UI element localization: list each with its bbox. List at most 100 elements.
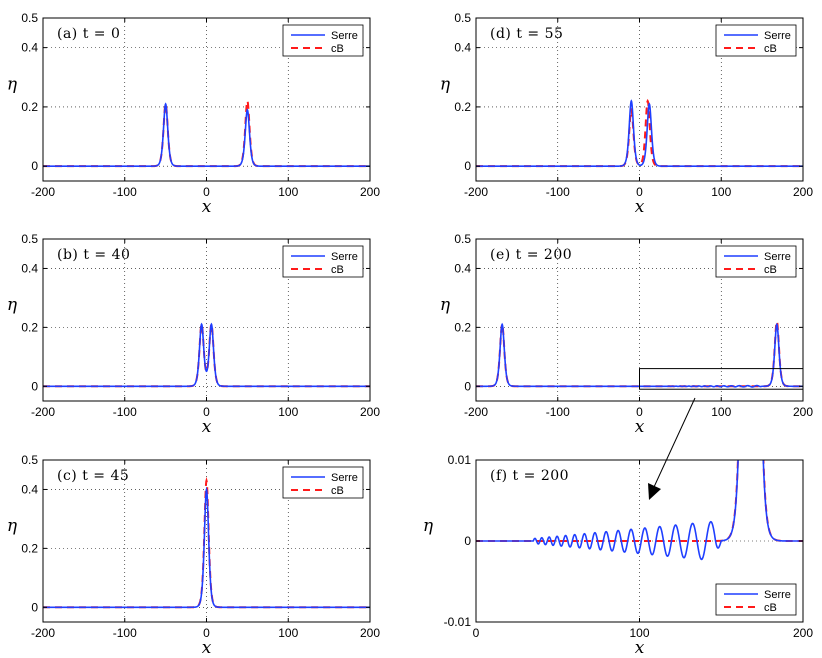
x-tick-label: -100 — [113, 626, 137, 640]
legend-box — [282, 24, 364, 57]
y-axis-label: η — [440, 295, 451, 315]
y-axis-label: η — [7, 75, 18, 95]
panel-title: (a) t = 0 — [57, 26, 120, 42]
y-tick-label: 0.5 — [454, 232, 471, 246]
series-serre-line — [43, 486, 370, 609]
legend-label-serre: Serre — [764, 251, 791, 263]
x-axis-label: x — [635, 197, 645, 217]
x-tick-label: 0 — [636, 405, 643, 419]
legend-box — [282, 466, 364, 499]
x-tick-label: -100 — [113, 405, 137, 419]
series-serre-line — [476, 460, 803, 561]
x-tick-label: 200 — [360, 626, 380, 640]
x-tick-label: 100 — [278, 405, 298, 419]
x-tick-label: 200 — [360, 185, 380, 199]
x-tick-label: 0 — [473, 626, 480, 640]
x-tick-label: 100 — [278, 626, 298, 640]
y-tick-label: 0 — [31, 379, 38, 393]
x-tick-label: -200 — [464, 405, 488, 419]
y-tick-label: -0.01 — [444, 615, 472, 629]
legend-label-serre: Serre — [331, 251, 358, 263]
legend-box — [715, 245, 797, 278]
x-tick-label: -200 — [31, 405, 55, 419]
x-tick-label: 100 — [629, 626, 649, 640]
x-tick-label: -200 — [31, 185, 55, 199]
y-tick-label: 0 — [464, 159, 471, 173]
x-tick-label: -100 — [546, 405, 570, 419]
panel-title: (c) t = 45 — [57, 468, 129, 484]
x-tick-label: 0 — [203, 185, 210, 199]
y-tick-label: 0.4 — [454, 261, 471, 275]
legend-label-serre: Serre — [331, 30, 358, 42]
panel-a: -200 -100 0 100 200 0 0.2 0.4 0.5 x η (a) t = 0 Serr… — [7, 11, 380, 217]
x-axis-label: x — [202, 417, 212, 437]
legend-label-cb: cB — [331, 264, 344, 276]
legend-label-serre: Serre — [331, 472, 358, 484]
y-tick-label: 0.2 — [21, 541, 38, 555]
panel-b: -200 -100 0 100 200 0 0.2 0.4 0.5 x η (b) t = 40 Ser… — [7, 232, 380, 437]
y-tick-label: 0.01 — [448, 453, 472, 467]
series-serre-line — [43, 322, 370, 388]
panel-d: -200 -100 0 100 200 0 0.2 0.4 0.5 x η (d) t = 55 Ser… — [440, 11, 813, 217]
x-tick-label: 0 — [203, 626, 210, 640]
x-tick-label: 200 — [793, 185, 813, 199]
x-tick-label: -100 — [113, 185, 137, 199]
y-tick-label: 0.5 — [454, 11, 471, 25]
panel-title: (e) t = 200 — [490, 247, 572, 263]
legend-box — [715, 583, 797, 616]
y-tick-label: 0 — [464, 379, 471, 393]
x-tick-label: 100 — [711, 185, 731, 199]
series-serre-line — [476, 99, 803, 167]
legend-label-serre: Serre — [764, 30, 791, 42]
zoom-arrow — [648, 397, 696, 500]
x-tick-label: 200 — [793, 626, 813, 640]
x-tick-label: -200 — [31, 626, 55, 640]
y-axis-label: η — [440, 75, 451, 95]
y-tick-label: 0 — [464, 534, 471, 548]
panel-title: (b) t = 40 — [57, 247, 130, 263]
zoom-box — [639, 368, 804, 390]
y-axis-label: η — [7, 516, 18, 536]
x-tick-label: 100 — [278, 185, 298, 199]
legend-label-cb: cB — [764, 602, 777, 614]
y-tick-label: 0.4 — [21, 261, 38, 275]
legend-box — [282, 245, 364, 278]
x-tick-label: 100 — [711, 405, 731, 419]
zoom-arrow-shaft — [653, 397, 696, 488]
x-axis-label: x — [635, 638, 645, 658]
x-tick-label: 200 — [793, 405, 813, 419]
y-tick-label: 0.2 — [21, 100, 38, 114]
legend-label-cb: cB — [331, 485, 344, 497]
series-serre-line — [43, 102, 370, 167]
x-axis-label: x — [202, 197, 212, 217]
legend-label-serre: Serre — [764, 589, 791, 601]
y-axis-label: η — [7, 295, 18, 315]
x-tick-label: 0 — [203, 405, 210, 419]
x-tick-label: -200 — [464, 185, 488, 199]
y-tick-label: 0.4 — [454, 41, 471, 55]
y-tick-label: 0.4 — [21, 482, 38, 496]
y-tick-label: 0 — [31, 600, 38, 614]
panel-title: (d) t = 55 — [490, 26, 563, 42]
y-tick-label: 0.2 — [454, 100, 471, 114]
zoom-arrow-head — [648, 483, 661, 500]
x-axis-label: x — [635, 417, 645, 437]
y-tick-label: 0.5 — [21, 453, 38, 467]
panel-e: -200 -100 0 100 200 0 0.2 0.4 0.5 x η (e) t = 200 Se… — [440, 232, 813, 437]
legend-label-cb: cB — [764, 43, 777, 55]
y-tick-label: 0.2 — [21, 320, 38, 334]
x-axis-label: x — [202, 638, 212, 658]
x-tick-label: 200 — [360, 405, 380, 419]
y-tick-label: 0.5 — [21, 232, 38, 246]
y-tick-label: 0.2 — [454, 320, 471, 334]
x-tick-label: -100 — [546, 185, 570, 199]
y-tick-label: 0 — [31, 159, 38, 173]
